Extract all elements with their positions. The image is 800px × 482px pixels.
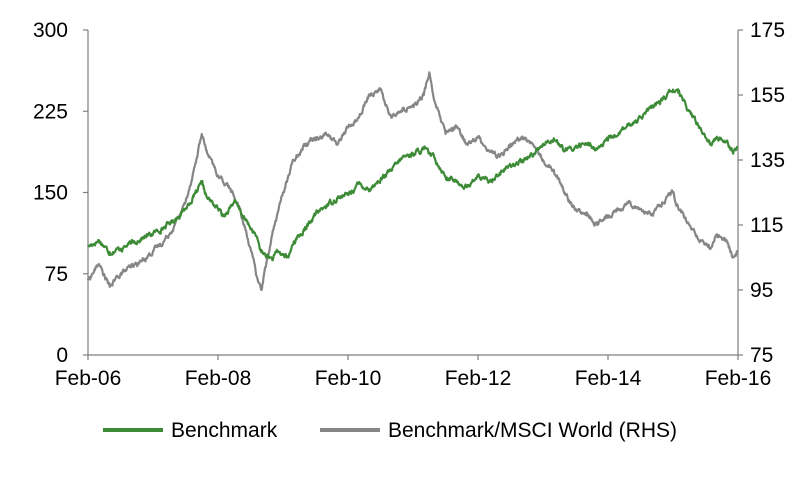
- right-y-tick-label: 115: [750, 214, 783, 237]
- series-layer: [86, 71, 739, 292]
- right-y-tick-label: 155: [750, 84, 785, 107]
- left-y-tick-label: 300: [33, 19, 68, 42]
- left-y-tick-label: 75: [45, 263, 68, 286]
- tick-labels: 0 75 150 225 300 75 95 115 135 155 175 Feb-06 Feb-08…: [33, 19, 785, 390]
- right-y-tick-label: 95: [750, 279, 773, 302]
- relative-msci-series-line: [86, 71, 739, 292]
- x-tick-label: Feb-10: [315, 367, 382, 390]
- x-tick-label: Feb-16: [705, 367, 772, 390]
- x-tick-label: Feb-12: [445, 367, 512, 390]
- left-y-tick-label: 150: [33, 182, 68, 205]
- legend-label-relative: Benchmark/MSCI World (RHS): [388, 419, 677, 442]
- x-tick-label: Feb-14: [575, 367, 642, 390]
- x-tick-label: Feb-06: [55, 367, 122, 390]
- left-y-tick-label: 0: [56, 344, 68, 367]
- legend-label-benchmark: Benchmark: [171, 419, 278, 442]
- right-y-tick-label: 75: [750, 344, 773, 367]
- axes: [83, 29, 743, 360]
- right-y-tick-label: 175: [750, 19, 785, 42]
- right-y-tick-label: 135: [750, 149, 785, 172]
- benchmark-series-line: [87, 88, 739, 262]
- legend: Benchmark Benchmark/MSCI World (RHS): [103, 419, 677, 442]
- x-tick-label: Feb-08: [185, 367, 252, 390]
- left-y-tick-label: 225: [33, 100, 68, 123]
